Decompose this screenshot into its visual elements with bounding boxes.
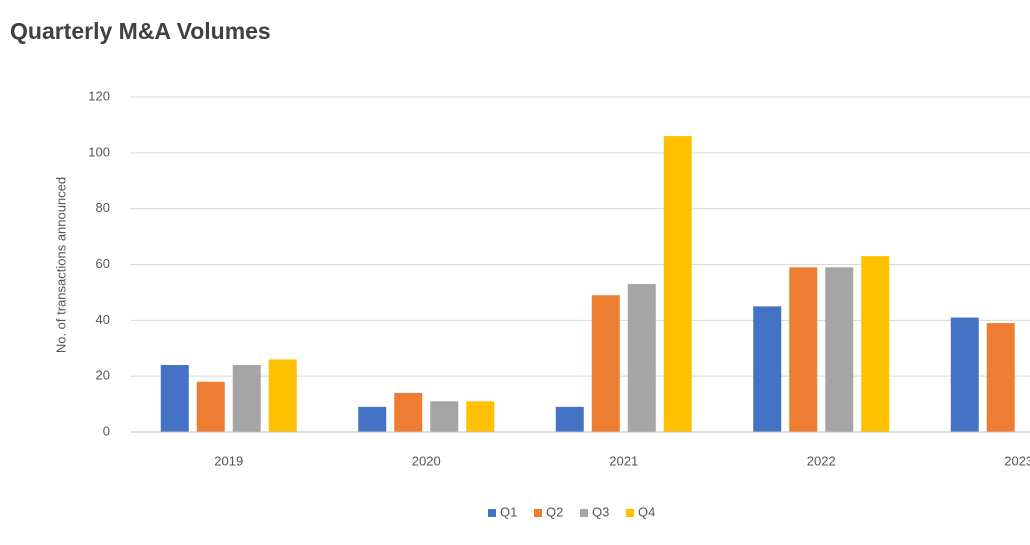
bar <box>825 267 854 432</box>
y-axis-label: No. of transactions announced <box>53 177 68 353</box>
bar <box>268 359 297 432</box>
y-tick-label: 60 <box>96 256 110 271</box>
bar <box>753 306 782 432</box>
y-tick-label: 100 <box>88 144 110 159</box>
bar <box>394 392 423 432</box>
bar <box>986 323 1015 432</box>
bar <box>160 365 189 432</box>
x-tick-label: 2022 <box>807 453 836 468</box>
legend-swatch <box>488 509 496 517</box>
bar <box>950 317 979 432</box>
y-tick-label: 20 <box>96 368 110 383</box>
legend-swatch <box>580 509 588 517</box>
bar <box>466 401 495 432</box>
y-tick-label: 0 <box>103 423 110 438</box>
bar <box>627 284 656 432</box>
y-tick-label: 120 <box>88 88 110 103</box>
bar <box>663 136 692 433</box>
bar <box>232 365 261 432</box>
legend-label: Q1 <box>500 504 517 519</box>
bar <box>555 406 584 432</box>
bar <box>196 381 225 432</box>
bar <box>358 406 387 432</box>
x-tick-label: 2021 <box>609 453 638 468</box>
legend-label: Q4 <box>638 504 655 519</box>
bar <box>430 401 459 432</box>
legend-swatch <box>626 509 634 517</box>
bar <box>789 267 818 432</box>
legend-swatch <box>534 509 542 517</box>
x-tick-label: 2023 <box>1004 453 1030 468</box>
x-tick-label: 2020 <box>412 453 441 468</box>
legend-label: Q2 <box>546 504 563 519</box>
bar <box>591 295 620 432</box>
bar <box>861 256 890 432</box>
y-tick-label: 80 <box>96 200 110 215</box>
x-tick-label: 2019 <box>214 453 243 468</box>
y-tick-label: 40 <box>96 312 110 327</box>
legend-label: Q3 <box>592 504 609 519</box>
chart-title: Quarterly M&A Volumes <box>10 18 271 44</box>
